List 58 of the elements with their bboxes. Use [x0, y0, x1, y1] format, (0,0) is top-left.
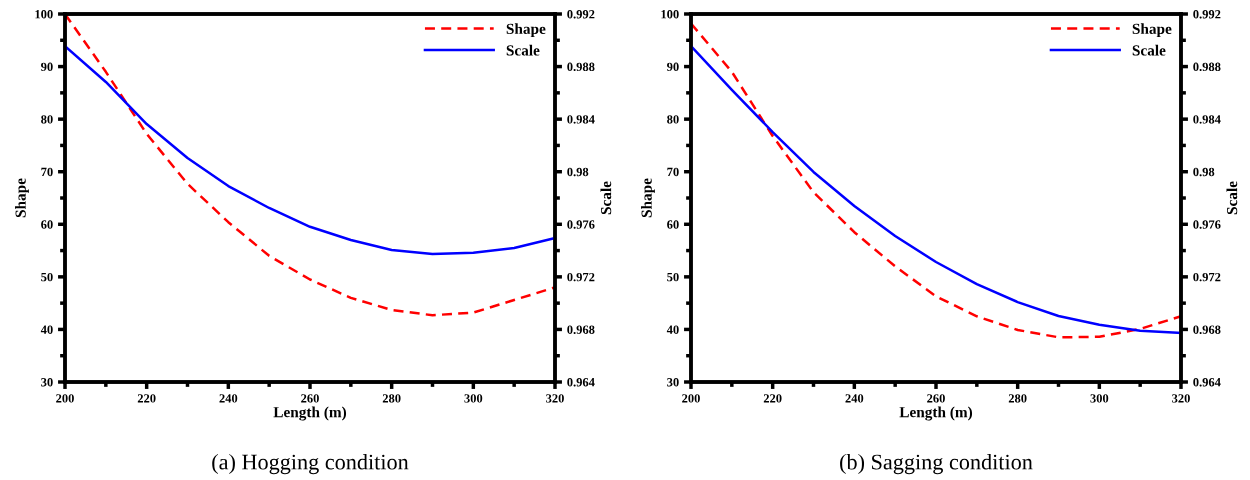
y-tick-label: 40 [666, 325, 679, 334]
x-tick-label: 300 [464, 394, 483, 403]
y2-tick-label: 0.964 [1193, 378, 1221, 387]
y-tick-label: 30 [41, 378, 53, 387]
y-tick-label: 100 [35, 10, 53, 19]
y-tick-label: 40 [40, 325, 53, 334]
x-axis-title: Length (m) [899, 406, 973, 421]
y-tick-label: 70 [667, 167, 679, 177]
y-tick-label: 60 [41, 220, 53, 229]
y-tick-label: 50 [41, 272, 53, 282]
y2-tick-label: 0.98 [567, 167, 589, 177]
y2-tick-label: 0.988 [1193, 62, 1221, 72]
legend-label: Scale [1132, 44, 1166, 56]
y2-tick-label: 0.972 [1193, 272, 1221, 282]
y-tick-label: 100 [661, 10, 679, 19]
y-tick-label: 80 [667, 115, 679, 124]
y2-tick-label: 0.976 [567, 220, 595, 229]
y-tick-label: 70 [41, 167, 53, 177]
y2-tick-label: 0.972 [567, 272, 595, 282]
x-tick-label: 280 [382, 394, 401, 403]
y2-tick-label: 0.988 [567, 62, 595, 72]
y-tick-label: 50 [667, 272, 679, 282]
x-tick-label: 320 [546, 394, 564, 403]
x-tick-label: 260 [927, 394, 945, 403]
x-tick-label: 320 [1172, 394, 1190, 403]
y-tick-label: 80 [41, 115, 53, 124]
y2-tick-label: 0.984 [1193, 115, 1221, 124]
text: (b) Sagging condition [840, 453, 1033, 475]
y2-tick-label: 0.98 [1193, 167, 1215, 177]
x-tick-label: 220 [763, 394, 782, 403]
x-axis-title: Length (m) [273, 406, 347, 421]
legend-label: Scale [506, 44, 540, 56]
y-axis-title: Shape [15, 178, 29, 218]
x-tick-label: 240 [845, 394, 864, 403]
y2-tick-label: 0.968 [1193, 325, 1221, 334]
y2-tick-label: 0.984 [567, 115, 595, 124]
y-tick-label: 90 [667, 62, 679, 72]
x-tick-label: 220 [137, 394, 156, 403]
y2-tick-label: 0.968 [567, 325, 595, 334]
x-tick-label: 300 [1090, 394, 1109, 403]
text: (a) Hogging condition [212, 453, 409, 475]
y-tick-label: 90 [41, 62, 53, 72]
x-tick-label: 280 [1008, 394, 1027, 403]
y2-tick-label: 0.992 [1193, 10, 1221, 19]
x-tick-label: 260 [301, 394, 319, 403]
y-tick-label: 30 [667, 378, 679, 387]
legend-label: Shape [1132, 23, 1172, 38]
x-tick-label: 240 [219, 394, 238, 403]
y2-axis-title: Scale [600, 181, 612, 215]
legend-label: Shape [506, 23, 546, 38]
y-axis-title: Shape [641, 178, 655, 218]
y2-tick-label: 0.992 [567, 10, 595, 19]
y2-axis-title: Scale [1226, 181, 1238, 215]
y-tick-label: 60 [667, 220, 679, 229]
x-tick-label: 200 [682, 394, 700, 403]
y2-tick-label: 0.976 [1193, 220, 1221, 229]
x-tick-label: 200 [56, 394, 74, 403]
y2-tick-label: 0.964 [567, 378, 595, 387]
